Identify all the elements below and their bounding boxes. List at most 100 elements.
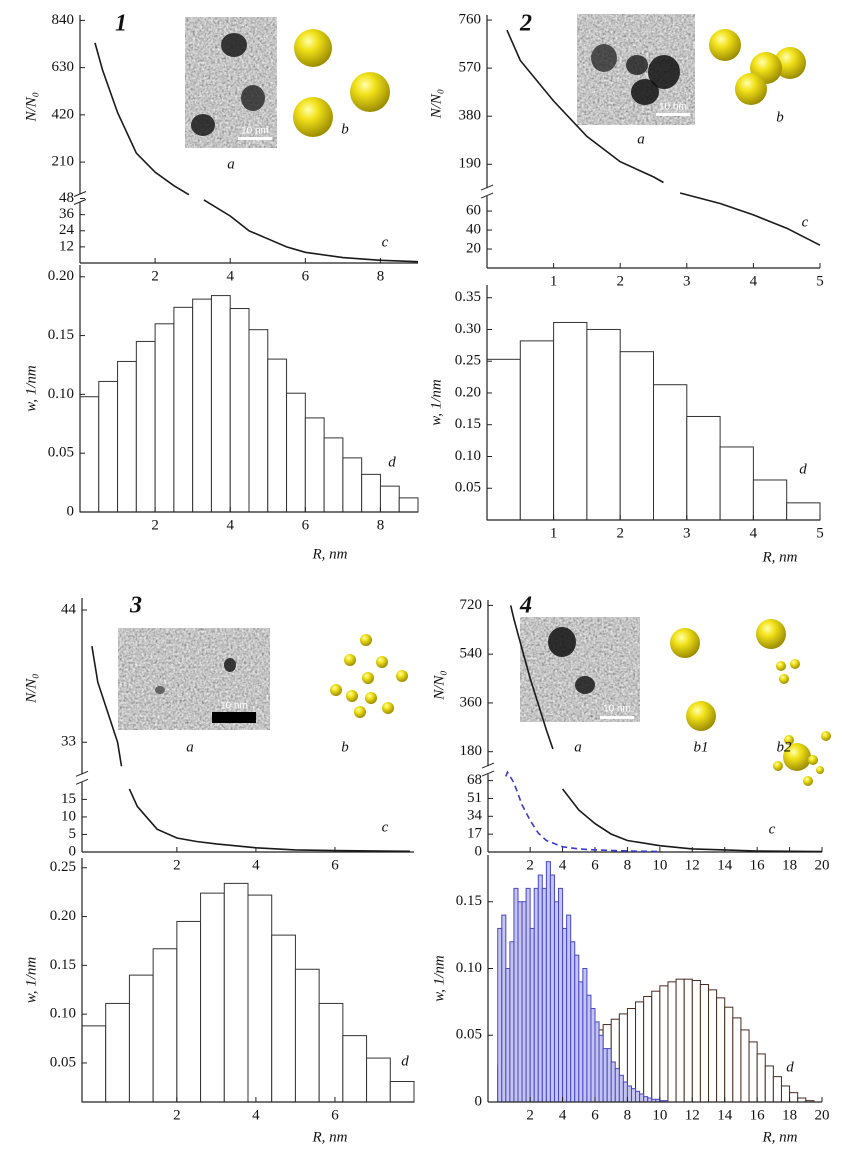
y-axis-label: N/N₀: [431, 670, 447, 700]
model-label: b1: [694, 739, 709, 755]
y-tick-label: 0.25: [455, 353, 481, 369]
model-label: b: [341, 739, 349, 755]
bar: [398, 497, 419, 513]
bar: [200, 892, 225, 1103]
x-tick-label: 4: [559, 1107, 567, 1123]
bar: [699, 984, 710, 1103]
bar: [105, 1002, 130, 1103]
model-label: b2: [777, 739, 793, 755]
y-tick-label: 17: [467, 826, 483, 842]
bar: [517, 901, 523, 1103]
bar: [361, 473, 381, 513]
bar: [318, 1002, 344, 1103]
bar: [797, 1097, 807, 1103]
bar: [497, 927, 503, 1103]
bar: [582, 967, 588, 1103]
curve: [94, 42, 419, 263]
curve: [505, 770, 660, 853]
y-tick-label: 0.35: [455, 289, 481, 305]
bar: [541, 887, 547, 1103]
x-tick-label: 1: [550, 273, 558, 289]
y-tick-label: 5: [69, 826, 77, 842]
bar: [724, 1006, 734, 1103]
bar: [590, 1008, 596, 1103]
bar: [323, 437, 344, 513]
x-tick-label: 4: [559, 857, 567, 873]
bar: [626, 1085, 632, 1103]
bar: [267, 358, 288, 513]
model-spheres: [670, 619, 831, 786]
model-spheres: [330, 634, 408, 718]
y-tick-label: 360: [460, 694, 483, 710]
y-tick-label: 720: [460, 597, 483, 613]
bar: [513, 887, 519, 1103]
bar: [618, 1074, 624, 1103]
x-tick-label: 6: [302, 517, 310, 533]
x-tick-label: 10: [652, 1107, 667, 1123]
x-tick-label: 12: [685, 1107, 700, 1123]
bar: [653, 384, 688, 521]
y-tick-label: 20: [466, 240, 481, 256]
bar: [247, 894, 273, 1103]
bar: [647, 1097, 653, 1103]
y-tick-label: 48: [59, 190, 74, 206]
x-tick-label: 6: [331, 1107, 339, 1123]
bar: [505, 967, 511, 1103]
bar: [304, 417, 325, 513]
y-tick-label: 0.15: [455, 416, 481, 432]
curve-label: c: [382, 819, 389, 835]
x-tick-label: 2: [616, 525, 624, 541]
curve: [509, 605, 823, 853]
bar: [521, 901, 527, 1103]
bar: [210, 295, 231, 513]
bar: [756, 1053, 766, 1103]
bar: [780, 1085, 791, 1103]
panel-number: 4: [519, 593, 532, 619]
bar: [248, 329, 269, 513]
tem-image: [520, 617, 640, 722]
bar: [529, 927, 535, 1103]
x-tick-label: 5: [816, 525, 824, 541]
x-tick-label: 1: [550, 525, 558, 541]
bar: [639, 1093, 645, 1103]
bar: [286, 392, 306, 513]
bar: [509, 941, 515, 1103]
y-tick-label: 0.10: [455, 448, 481, 464]
axis-break: [75, 770, 89, 785]
x-axis-label: R, nm: [312, 546, 348, 562]
image-label: a: [227, 156, 235, 172]
y-axis-label: N/N₀: [23, 673, 39, 703]
bar: [683, 978, 693, 1103]
bar: [549, 874, 555, 1103]
bar: [389, 1081, 415, 1103]
model-label: b: [776, 109, 784, 125]
x-tick-label: 2: [151, 517, 159, 533]
bar: [574, 954, 580, 1103]
y-axis-label: N/N₀: [428, 89, 444, 119]
bar: [610, 1061, 616, 1103]
tem-image: [577, 14, 695, 125]
bar: [586, 328, 621, 521]
x-tick-label: 4: [252, 1107, 260, 1123]
y-tick-label: 0.20: [48, 268, 74, 284]
y-tick-label: 15: [61, 791, 76, 807]
y-tick-label: 180: [460, 743, 483, 759]
y-tick-label: 60: [466, 203, 481, 219]
bar: [598, 1034, 604, 1103]
x-tick-label: 14: [717, 857, 733, 873]
curve-label: d: [799, 461, 807, 477]
y-tick-label: 12: [59, 238, 74, 254]
bar: [635, 1001, 645, 1103]
y-tick-label: 0.20: [455, 384, 481, 400]
y-tick-label: 0: [475, 843, 483, 859]
x-tick-label: 6: [331, 857, 339, 873]
x-tick-label: 4: [226, 517, 234, 533]
y-axis-label: w, 1/nm: [428, 379, 444, 426]
x-tick-label: 20: [815, 1107, 830, 1123]
x-tick-label: 3: [683, 525, 691, 541]
x-tick-label: 4: [226, 268, 234, 284]
x-tick-label: 8: [377, 268, 385, 284]
bar: [271, 934, 296, 1103]
bar: [614, 1068, 620, 1103]
bar: [558, 887, 564, 1103]
